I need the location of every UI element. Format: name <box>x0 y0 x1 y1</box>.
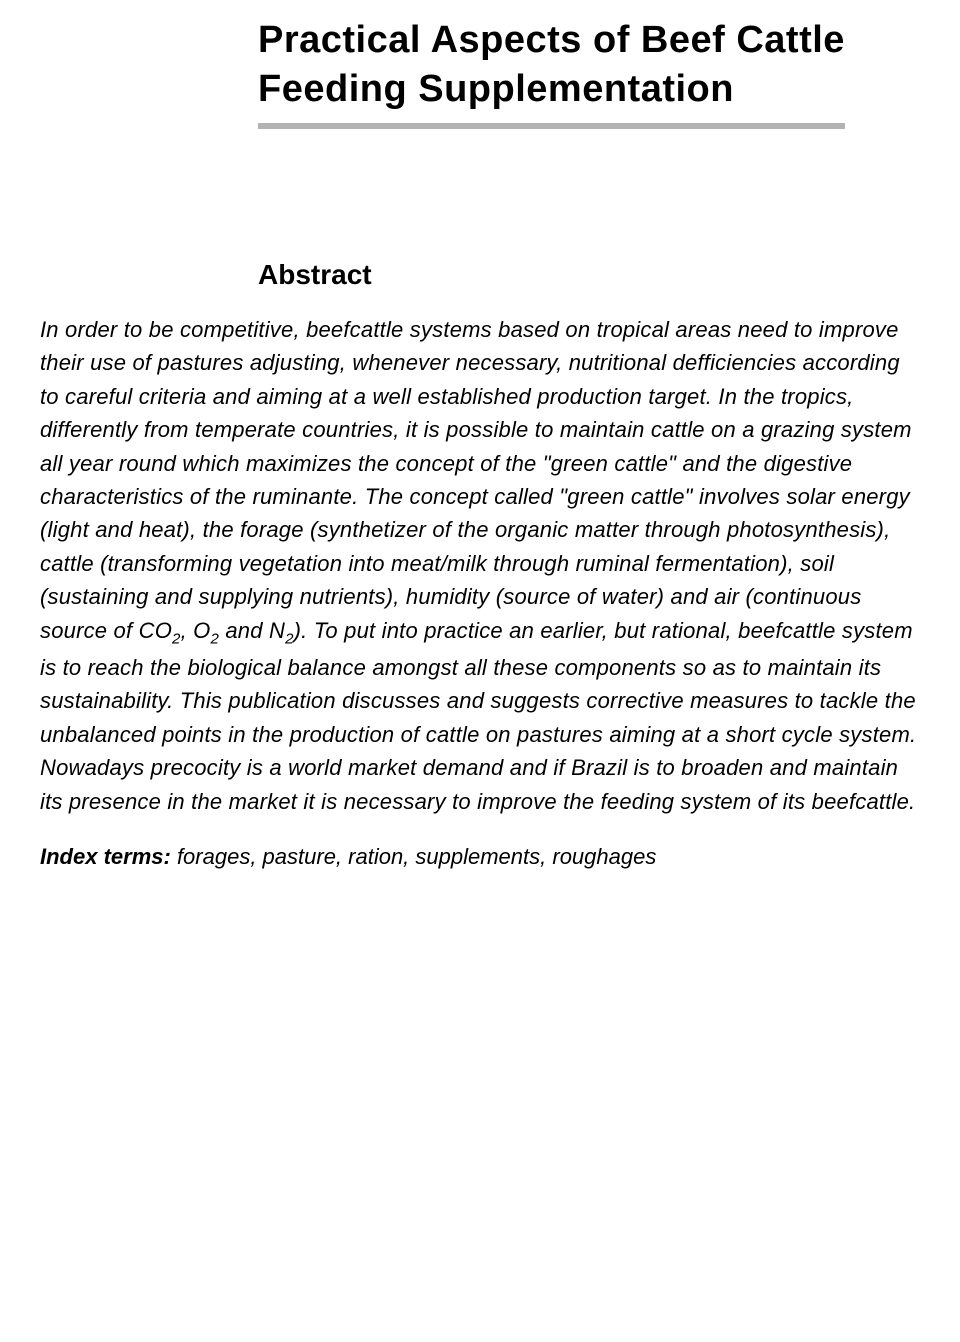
index-terms-label: Index terms: <box>40 844 171 869</box>
abstract-heading: Abstract <box>258 259 920 291</box>
title-block: Practical Aspects of Beef Cattle Feeding… <box>258 16 845 129</box>
index-terms: Index terms: forages, pasture, ration, s… <box>40 840 920 873</box>
title-separator <box>258 123 845 129</box>
abstract-body: In order to be competitive, beefcattle s… <box>40 313 920 818</box>
index-terms-value: forages, pasture, ration, supplements, r… <box>171 844 657 869</box>
page-title: Practical Aspects of Beef Cattle Feeding… <box>258 16 845 115</box>
